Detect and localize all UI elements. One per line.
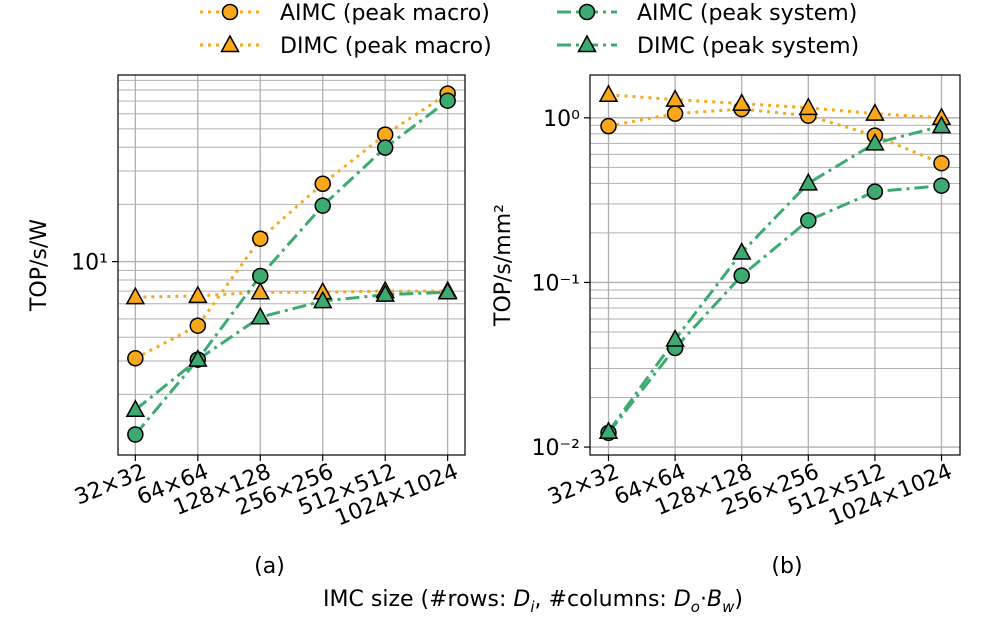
legend-label: AIMC (peak macro) [280,1,490,26]
marker [733,267,750,284]
y-tick-label: 10⁻¹ [532,271,580,296]
subplot-label: (b) [771,554,802,579]
marker [798,172,819,191]
marker [314,175,331,192]
marker [439,92,456,109]
series-line [134,92,449,360]
marker [666,105,684,122]
marker [933,154,950,172]
marker [188,349,208,367]
marker [252,230,269,247]
marker [665,89,685,107]
legend-label: AIMC (peak system) [637,1,857,26]
y-axis-label: TOP/s/W [27,219,52,312]
marker [127,426,144,443]
xlabel-part: w [722,598,735,616]
marker [127,350,144,367]
xlabel-part: D [674,587,691,612]
marker [250,281,271,300]
y-axis-label: TOP/s/mm² [491,204,516,327]
marker [314,197,331,214]
legend-marker [221,3,239,21]
marker [665,328,685,347]
subplot-label: (a) [254,554,285,579]
marker [598,84,619,103]
series-line [608,93,942,120]
marker [600,117,617,135]
marker [866,183,884,200]
xlabel-part: D [513,587,530,612]
series-line [134,290,448,411]
marker [798,97,819,116]
marker [188,285,208,304]
y-tick-label: 10¹ [71,251,108,276]
y-tick-label: 10⁻² [532,436,580,461]
x-axis-label: IMC size (#rows: Di, #columns: Do·Bw) [323,587,743,616]
x-tick-label: 32×32 [544,459,622,510]
marker [437,281,458,300]
y-tick-label: 10⁰ [543,107,580,132]
xlabel-part: B [707,587,722,612]
series-line [607,124,942,433]
legend-label: DIMC (peak macro) [280,34,492,59]
xlabel-part: ) [734,587,743,612]
marker [189,317,207,334]
series-line [607,184,942,434]
marker [598,421,619,439]
marker [933,177,950,194]
xlabel-part: , #columns: [535,587,674,612]
marker [376,139,394,156]
axes-frame [117,74,466,456]
marker [125,286,146,305]
series-line [134,99,449,436]
marker [252,267,269,285]
marker [312,290,333,309]
axes-frame [589,74,961,456]
legend-label: DIMC (peak system) [637,34,859,59]
xlabel-part: o [691,598,700,616]
marker [931,115,952,134]
legend-marker [220,34,240,53]
marker [731,93,752,111]
marker [865,132,885,151]
marker [865,103,885,121]
legend-marker [577,34,597,53]
legend-marker [578,3,596,21]
marker [375,284,395,302]
marker [125,399,146,418]
xlabel-part: i [530,598,535,616]
marker [800,212,817,229]
marker [731,241,752,260]
xlabel-part: · [700,587,707,612]
xlabel-part: IMC size (#rows: [323,587,513,612]
marker [250,306,271,325]
